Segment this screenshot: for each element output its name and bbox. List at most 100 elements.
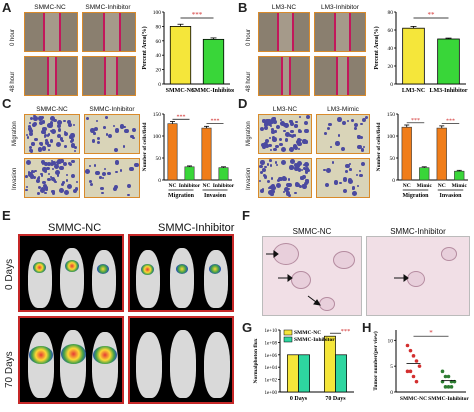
transwell-image-c-inh-migration: [84, 114, 140, 154]
stained-cell: [28, 145, 32, 149]
stained-cell: [358, 170, 361, 173]
stained-cell: [289, 129, 294, 134]
stained-cell: [290, 159, 296, 164]
stained-cell: [126, 184, 131, 189]
stained-cell: [350, 119, 354, 122]
histology-arrows: [266, 250, 409, 306]
stained-cell: [107, 172, 111, 176]
panel-f-col1-title: SMMC-NC: [292, 227, 332, 236]
stained-cell: [285, 138, 289, 142]
stained-cell: [289, 134, 293, 137]
stained-cell: [359, 136, 364, 140]
stained-cell: [294, 166, 299, 171]
stained-cell: [362, 146, 366, 149]
stained-cell: [61, 139, 64, 143]
stained-cell: [272, 186, 277, 191]
stained-cell: [59, 165, 64, 171]
stained-cell: [360, 122, 363, 126]
panel-d-label: D: [238, 96, 248, 111]
stained-cell: [101, 172, 107, 177]
x-tick-label: 70 Days: [325, 396, 346, 402]
panel-d-row1-label: Migration: [246, 121, 252, 146]
stained-cell: [91, 139, 96, 144]
stained-cell: [47, 177, 51, 182]
stained-cell: [45, 140, 49, 145]
bar: [201, 127, 212, 181]
stained-cell: [42, 184, 47, 189]
stained-cell: [264, 175, 268, 179]
x-tick-label: NC: [169, 183, 177, 189]
stained-cell: [299, 129, 303, 133]
stained-cell: [278, 137, 282, 142]
significance-label: *: [429, 329, 433, 337]
stained-cell: [52, 160, 56, 165]
stained-cell: [324, 131, 328, 135]
stained-cell: [345, 163, 350, 168]
group-label: Invasion: [204, 193, 227, 199]
legend-swatch: [283, 329, 293, 336]
ivis-image-nc-day0: [18, 234, 124, 312]
transwell-image-d-mimic-migration: [316, 114, 370, 154]
stained-cell: [294, 124, 298, 128]
stained-cell: [29, 116, 33, 120]
stained-cell: [263, 125, 268, 130]
stained-cell: [340, 147, 345, 152]
stained-cell: [59, 137, 63, 141]
panel-h-label: H: [362, 320, 372, 335]
stained-cell: [269, 124, 272, 127]
stained-cell: [288, 188, 291, 191]
stained-cell: [37, 192, 41, 196]
wound-image-a-nc-0h: [24, 12, 78, 52]
stained-cell: [37, 186, 42, 190]
y-tick-label: 1e+06: [264, 354, 277, 359]
panel-c-row1-label: Migration: [12, 121, 18, 146]
stained-cell: [39, 188, 45, 194]
stained-cell: [294, 191, 297, 195]
stained-cell: [259, 179, 262, 182]
stained-cell: [260, 189, 265, 194]
stained-cell: [119, 169, 123, 172]
stained-cell: [42, 126, 47, 132]
stained-cell: [359, 173, 363, 178]
y-tick-label: 100: [153, 134, 162, 140]
y-tick-label: 150: [153, 112, 162, 118]
data-point: [417, 364, 422, 368]
x-tick-label: Mimic: [452, 183, 468, 189]
stained-cell: [103, 126, 106, 130]
stained-cell: [262, 142, 268, 148]
stained-cell: [134, 162, 139, 168]
stained-cell: [34, 169, 37, 172]
x-tick-label: 0 Days: [290, 396, 308, 402]
stained-cell: [43, 136, 46, 139]
stained-cell: [283, 129, 286, 133]
stained-cell: [63, 131, 69, 137]
stained-cell: [64, 145, 68, 148]
stained-cell: [335, 141, 340, 146]
data-point: [408, 348, 413, 353]
bar: [202, 38, 225, 85]
data-point: [440, 369, 445, 374]
stained-cell: [41, 146, 47, 151]
wound-image-b-nc-0h: [258, 12, 310, 52]
stained-cell: [298, 115, 301, 118]
stained-cell: [301, 177, 304, 181]
chart-d: 0 50 100 150 Number of cells/field NC Mimic NC M…: [376, 112, 468, 199]
stained-cell: [337, 134, 340, 137]
bar: [436, 127, 447, 181]
stained-cell: [54, 170, 60, 175]
significance-label: ***: [341, 328, 351, 335]
stained-cell: [28, 121, 31, 124]
stained-cell: [56, 142, 62, 148]
y-tick-label: 20: [388, 64, 394, 70]
panel-b-col2-title: LM3-Inhibitor: [321, 4, 359, 11]
stained-cell: [270, 149, 273, 151]
y-axis-label: Percent Area(%): [373, 26, 380, 69]
stained-cell: [274, 130, 277, 133]
stained-cell: [57, 120, 63, 126]
y-tick-label: 1e+00: [264, 391, 277, 396]
stained-cell: [75, 181, 78, 184]
stained-cell: [351, 191, 357, 197]
stained-cell: [101, 176, 105, 180]
stained-cell: [51, 176, 56, 182]
stained-cell: [357, 144, 362, 150]
